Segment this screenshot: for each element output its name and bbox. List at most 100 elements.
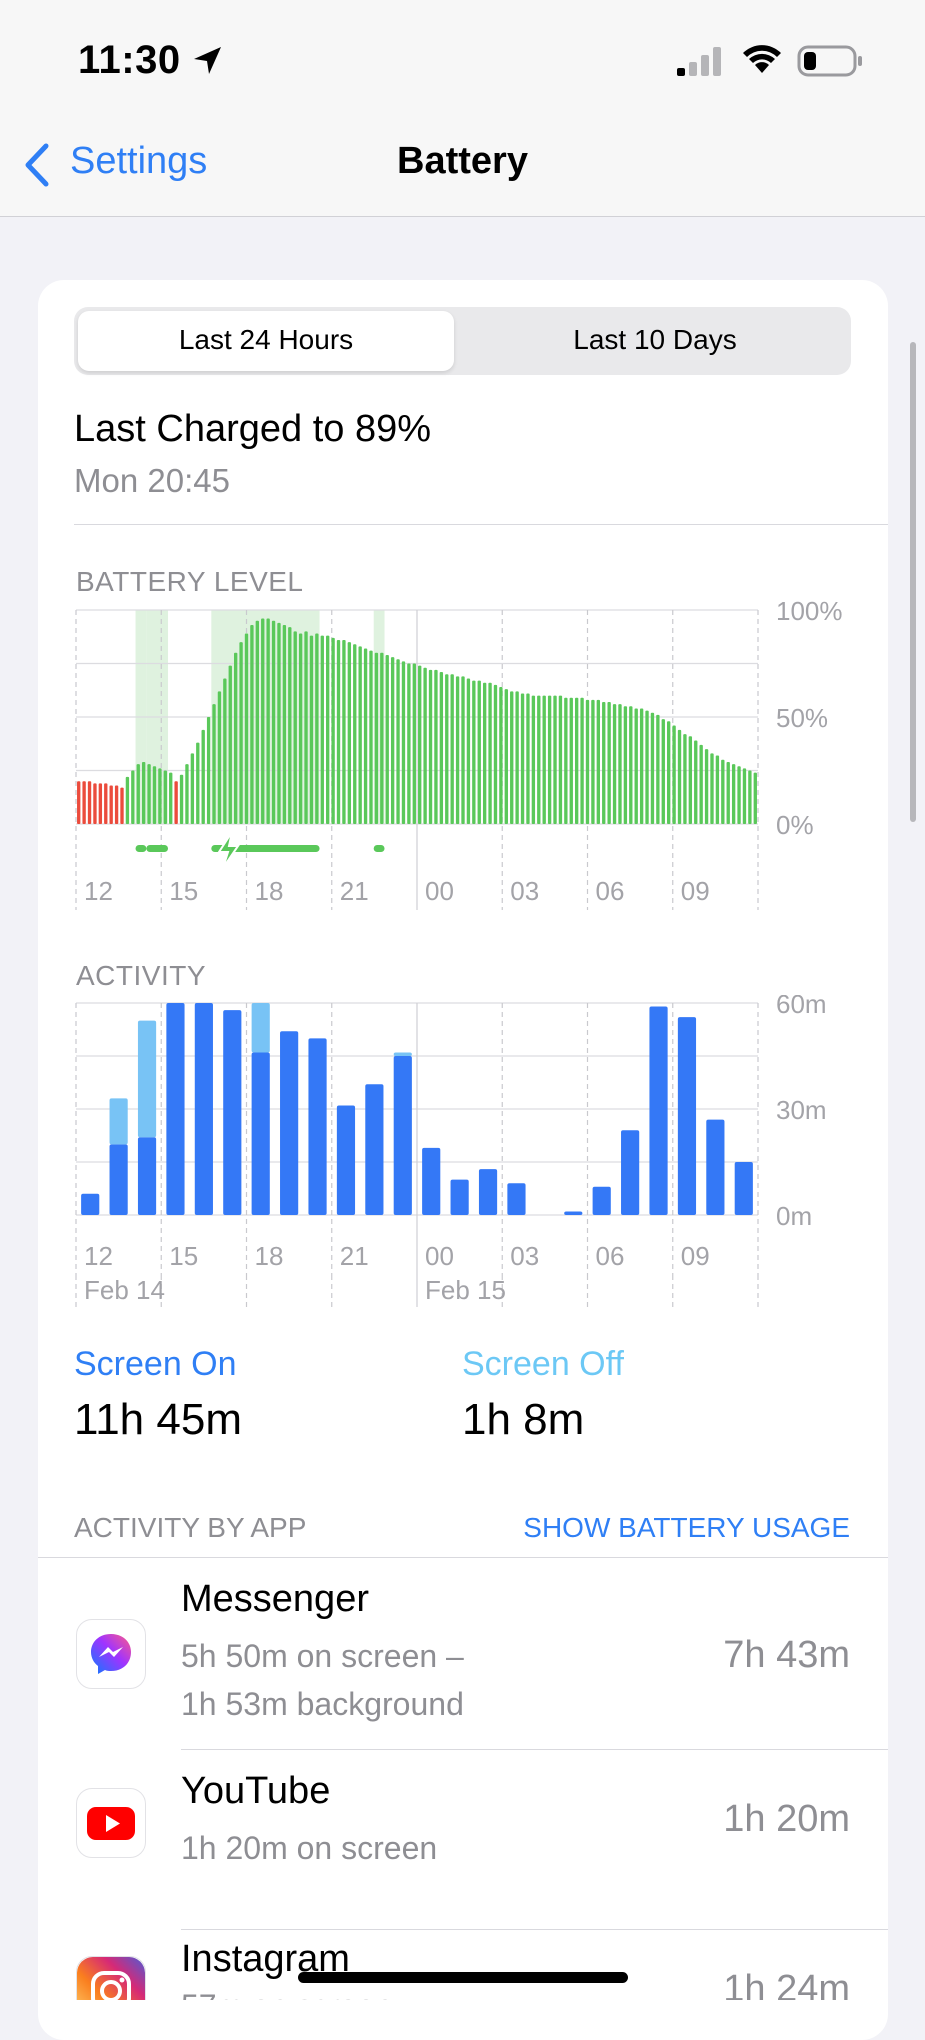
app-usage-detail: 57m on screen – xyxy=(181,1982,419,2000)
battery-bar xyxy=(104,783,108,824)
battery-bar xyxy=(726,761,730,824)
x-tick-label: 06 xyxy=(596,876,625,906)
battery-bar xyxy=(602,702,606,824)
navigation-bar xyxy=(0,120,925,217)
charging-indicator xyxy=(135,845,147,852)
battery-bar xyxy=(342,639,346,824)
scrollbar[interactable] xyxy=(910,342,916,822)
app-row-messenger[interactable]: Messenger 5h 50m on screen – 1h 53m back… xyxy=(38,1558,888,1750)
battery-bar xyxy=(255,620,260,824)
x-tick-label: 09 xyxy=(681,1241,710,1271)
battery-bar xyxy=(455,676,460,824)
battery-bar xyxy=(233,652,238,824)
screen-on-bar xyxy=(422,1147,441,1215)
y-tick-label: 0% xyxy=(776,810,814,840)
battery-bar xyxy=(677,729,682,824)
screen-on-bar xyxy=(734,1162,753,1215)
battery-bar xyxy=(694,740,698,824)
status-time: 11:30 xyxy=(78,38,181,82)
x-tick-label: 18 xyxy=(255,876,284,906)
screen-on-bar xyxy=(137,1137,157,1215)
wifi-icon xyxy=(743,45,781,73)
activity-by-app-label: ACTIVITY BY APP xyxy=(74,1512,307,1543)
battery-bar xyxy=(721,759,725,824)
show-battery-usage-button[interactable]: SHOW BATTERY USAGE xyxy=(523,1512,850,1543)
battery-bar xyxy=(239,642,243,824)
battery-bar xyxy=(634,708,638,824)
battery-bar xyxy=(114,785,119,824)
charging-indicator xyxy=(146,845,169,852)
battery-bar xyxy=(353,644,357,824)
battery-bar xyxy=(623,706,628,824)
battery-bar xyxy=(472,680,476,824)
battery-bar xyxy=(320,635,324,824)
page-title: Battery xyxy=(397,140,528,182)
battery-bar xyxy=(244,633,249,824)
battery-bar xyxy=(531,695,536,824)
location-icon xyxy=(194,47,221,74)
battery-bar xyxy=(612,704,617,824)
battery-bar xyxy=(201,729,205,824)
battery-bar xyxy=(93,783,97,824)
battery-bar xyxy=(412,663,416,824)
app-battery-time: 7h 43m xyxy=(723,1634,850,1676)
chevron-left-icon[interactable] xyxy=(18,140,54,190)
battery-bar xyxy=(363,648,368,824)
screen-on-bar xyxy=(194,1003,213,1215)
screen-off-bar xyxy=(109,1098,128,1145)
battery-bar xyxy=(439,672,444,824)
battery-bar xyxy=(336,639,341,824)
battery-bar xyxy=(564,697,568,824)
home-indicator[interactable] xyxy=(298,1972,628,1983)
battery-bar xyxy=(585,699,590,824)
app-row-instagram[interactable]: Instagram 57m on screen – 1h 24m xyxy=(38,1930,888,2000)
date-label: Feb 14 xyxy=(84,1275,165,1305)
battery-bar xyxy=(618,704,622,824)
battery-bar xyxy=(212,704,216,824)
battery-bar xyxy=(569,697,573,824)
battery-bar xyxy=(282,624,287,824)
battery-bar xyxy=(288,627,292,824)
battery-bar xyxy=(423,667,427,824)
battery-bar xyxy=(434,669,438,824)
y-tick-label: 50% xyxy=(776,703,828,733)
app-usage-detail: 1h 53m background xyxy=(181,1686,464,1722)
screen-on-bar xyxy=(478,1169,498,1215)
screen-on-bar xyxy=(109,1144,128,1215)
segment-last-24-hours[interactable]: Last 24 Hours xyxy=(178,324,354,355)
battery-bar xyxy=(206,717,211,824)
screen-on-bar xyxy=(677,1017,697,1215)
battery-bar xyxy=(515,691,519,824)
screen-on-label: Screen On xyxy=(74,1345,237,1383)
battery-bar xyxy=(466,678,471,824)
charging-indicator xyxy=(373,845,385,852)
battery-bar xyxy=(482,682,487,824)
app-row-youtube[interactable]: YouTube 1h 20m on screen 1h 20m xyxy=(38,1750,888,1930)
screen-on-bar xyxy=(450,1179,469,1215)
screen-off-bar xyxy=(137,1020,157,1138)
x-tick-label: 15 xyxy=(169,876,198,906)
battery-bar xyxy=(499,687,503,824)
y-tick-label: 0m xyxy=(776,1201,812,1231)
screen-on-bar xyxy=(223,1010,242,1215)
screen-off-value: 1h 8m xyxy=(462,1395,585,1444)
back-button[interactable]: Settings xyxy=(70,140,208,182)
battery-bar xyxy=(596,699,601,824)
battery-bar xyxy=(650,712,655,824)
app-usage-detail: 1h 20m on screen xyxy=(181,1830,438,1866)
battery-bar xyxy=(699,744,703,824)
battery-bar xyxy=(147,764,151,824)
screen-off-label: Screen Off xyxy=(462,1345,624,1383)
battery-bar xyxy=(710,753,714,824)
battery-bar xyxy=(98,783,103,824)
battery-bar xyxy=(547,695,552,824)
battery-bar xyxy=(261,618,265,824)
screen-on-bar xyxy=(621,1130,640,1215)
battery-bar xyxy=(510,691,514,824)
screen-off-bar xyxy=(393,1052,412,1056)
screen-on-bar xyxy=(308,1038,327,1215)
battery-bar xyxy=(309,635,314,824)
battery-bar xyxy=(661,719,665,824)
battery-bar xyxy=(228,665,232,824)
segment-last-10-days[interactable]: Last 10 Days xyxy=(573,324,737,355)
